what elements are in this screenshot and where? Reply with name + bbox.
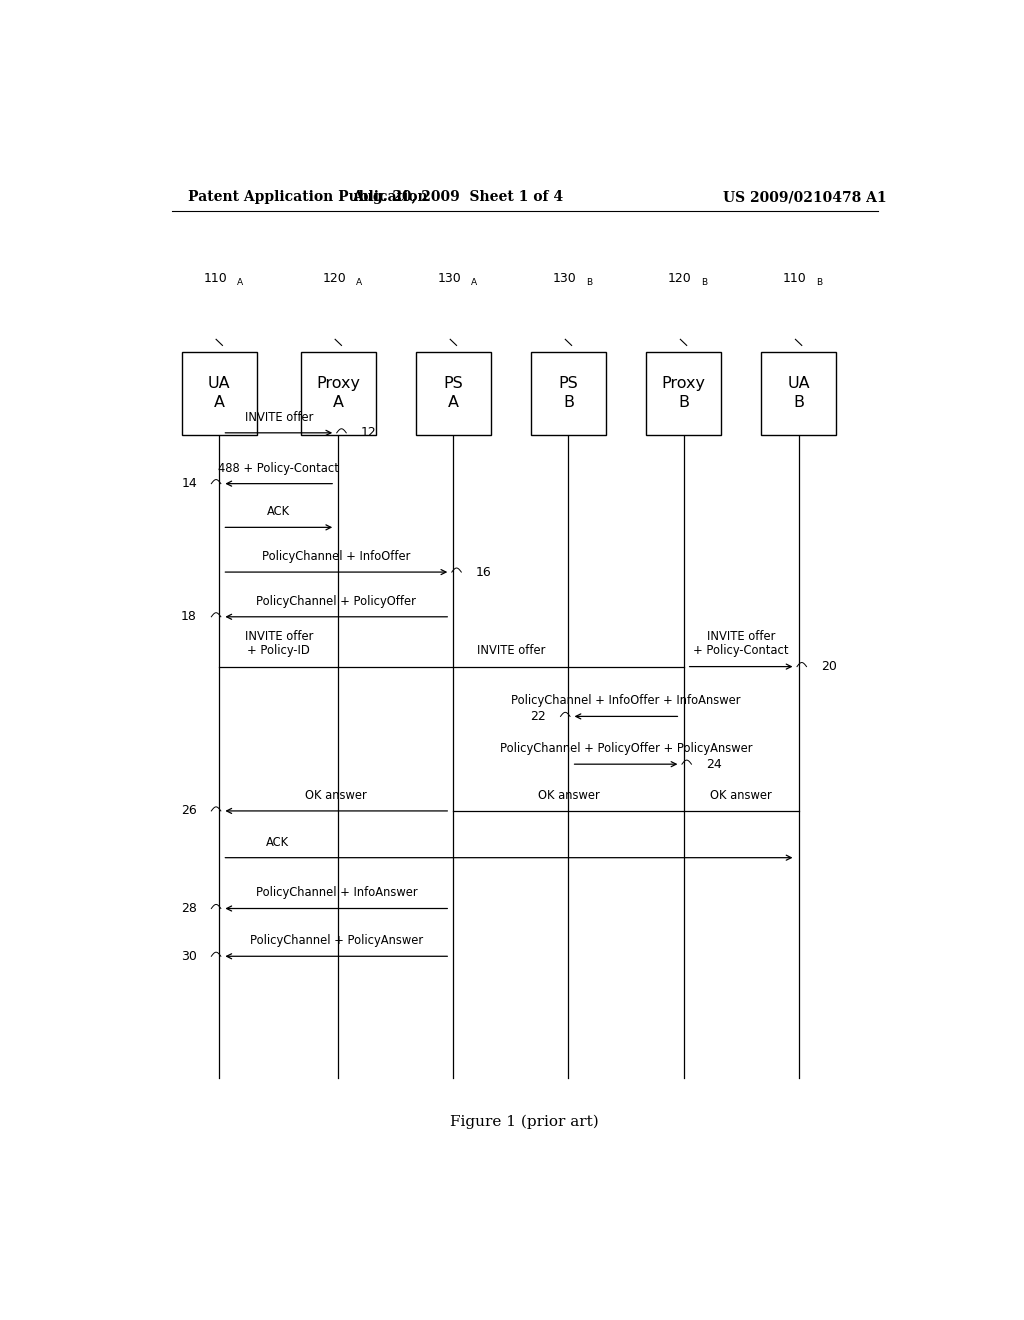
Text: A: A <box>237 279 243 288</box>
Bar <box>530 351 606 434</box>
Text: ACK: ACK <box>265 836 289 849</box>
Text: 20: 20 <box>821 660 837 673</box>
Text: 24: 24 <box>706 758 722 771</box>
Text: B: B <box>586 279 592 288</box>
Text: Proxy
B: Proxy B <box>662 376 706 411</box>
Bar <box>761 351 837 434</box>
Text: 130: 130 <box>437 272 461 285</box>
Text: B: B <box>816 279 822 288</box>
Text: B: B <box>701 279 708 288</box>
Text: INVITE offer
+ Policy-ID: INVITE offer + Policy-ID <box>245 631 313 657</box>
Text: 22: 22 <box>530 710 546 723</box>
Text: Aug. 20, 2009  Sheet 1 of 4: Aug. 20, 2009 Sheet 1 of 4 <box>352 190 563 205</box>
Text: Proxy
A: Proxy A <box>316 376 360 411</box>
Text: Patent Application Publication: Patent Application Publication <box>187 190 427 205</box>
Text: UA
A: UA A <box>208 376 230 411</box>
Text: OK answer: OK answer <box>305 789 368 801</box>
Text: 130: 130 <box>553 272 577 285</box>
Text: 16: 16 <box>475 565 492 578</box>
Bar <box>416 351 492 434</box>
Text: A: A <box>355 279 361 288</box>
Text: 18: 18 <box>181 610 197 623</box>
Text: 110: 110 <box>782 272 807 285</box>
Text: 14: 14 <box>181 477 197 490</box>
Text: UA
B: UA B <box>787 376 810 411</box>
Bar <box>301 351 376 434</box>
Text: A: A <box>471 279 477 288</box>
Text: PolicyChannel + PolicyOffer + PolicyAnswer: PolicyChannel + PolicyOffer + PolicyAnsw… <box>500 742 753 755</box>
Text: 120: 120 <box>323 272 346 285</box>
Text: PS
A: PS A <box>443 376 463 411</box>
Text: PolicyChannel + PolicyOffer: PolicyChannel + PolicyOffer <box>256 594 417 607</box>
Text: 26: 26 <box>181 804 197 817</box>
Text: PolicyChannel + InfoOffer: PolicyChannel + InfoOffer <box>262 550 411 562</box>
Text: US 2009/0210478 A1: US 2009/0210478 A1 <box>723 190 887 205</box>
Text: 30: 30 <box>181 950 197 962</box>
Text: PolicyChannel + InfoOffer + InfoAnswer: PolicyChannel + InfoOffer + InfoAnswer <box>511 694 740 708</box>
Text: ACK: ACK <box>267 506 291 519</box>
Text: PS
B: PS B <box>558 376 579 411</box>
Text: PolicyChannel + InfoAnswer: PolicyChannel + InfoAnswer <box>256 886 417 899</box>
Text: Figure 1 (prior art): Figure 1 (prior art) <box>451 1115 599 1129</box>
Text: 120: 120 <box>668 272 691 285</box>
Text: 28: 28 <box>181 902 197 915</box>
Text: 488 + Policy-Contact: 488 + Policy-Contact <box>218 462 339 474</box>
Text: INVITE offer: INVITE offer <box>477 644 545 657</box>
Text: 110: 110 <box>204 272 227 285</box>
Text: INVITE offer
+ Policy-Contact: INVITE offer + Policy-Contact <box>693 631 788 657</box>
Bar <box>181 351 257 434</box>
Text: OK answer: OK answer <box>711 789 772 801</box>
Bar <box>646 351 721 434</box>
Text: PolicyChannel + PolicyAnswer: PolicyChannel + PolicyAnswer <box>250 935 423 948</box>
Text: 12: 12 <box>360 426 376 440</box>
Text: INVITE offer: INVITE offer <box>245 411 313 424</box>
Text: OK answer: OK answer <box>538 789 599 801</box>
